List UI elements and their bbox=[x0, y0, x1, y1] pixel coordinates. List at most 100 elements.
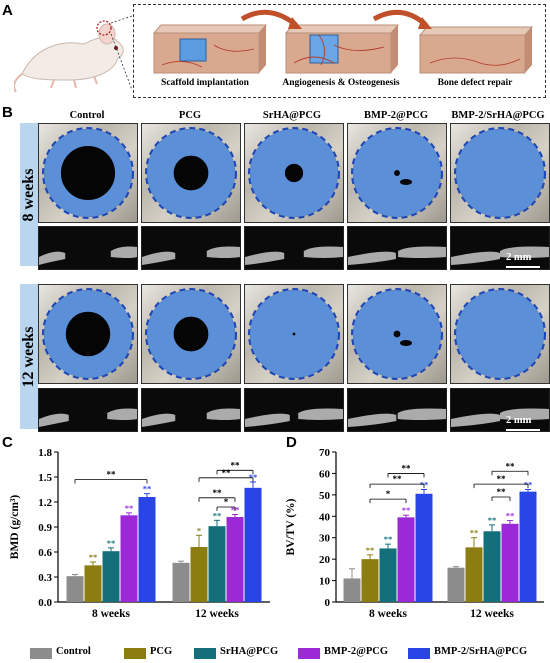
comparison-mark: ** bbox=[107, 470, 117, 480]
scale-bar-8w bbox=[506, 266, 540, 268]
legend-label-bmp2: BMP-2@PCG bbox=[324, 646, 389, 657]
defect-outline bbox=[351, 288, 443, 380]
step-label-2: Angiogenesis & Osteogenesis bbox=[282, 78, 400, 88]
category-label: 8 weeks bbox=[369, 608, 408, 620]
bar bbox=[208, 526, 226, 602]
bar bbox=[343, 578, 361, 602]
angiogenesis-block bbox=[284, 24, 400, 74]
week-label-12: 12 weeks bbox=[20, 326, 37, 388]
bone-section bbox=[39, 246, 137, 265]
y-axis-label: BV/TV (%) bbox=[285, 498, 297, 555]
legend-swatch-control bbox=[30, 648, 52, 659]
bone-section bbox=[451, 246, 549, 265]
bar bbox=[447, 567, 465, 602]
condition-label-srha: SrHA@PCG bbox=[262, 110, 322, 121]
y-tick-label: 1.5 bbox=[38, 472, 52, 484]
bar bbox=[84, 565, 102, 602]
y-tick-label: 50 bbox=[319, 490, 331, 502]
legend-label-control: Control bbox=[56, 646, 91, 657]
legend-swatch-srha bbox=[194, 648, 216, 659]
new-bone-fill bbox=[353, 290, 441, 378]
legend: Control PCG SrHA@PCG BMP-2@PCG BMP-2/SrH… bbox=[30, 646, 550, 662]
step-label-1: Scaffold implantation bbox=[161, 78, 249, 88]
comparison-mark: ** bbox=[231, 460, 241, 470]
bar bbox=[465, 547, 483, 602]
comparison-mark: ** bbox=[506, 461, 516, 471]
y-tick-label: 1.8 bbox=[38, 447, 52, 459]
ct-top-view-r1-c2 bbox=[244, 284, 344, 384]
bar bbox=[361, 559, 379, 602]
y-tick-label: 1.2 bbox=[38, 497, 52, 509]
defect-outline bbox=[454, 288, 546, 380]
comparison-mark: ** bbox=[402, 463, 412, 473]
y-tick-label: 30 bbox=[319, 533, 331, 545]
bar bbox=[172, 562, 190, 602]
y-tick-label: 0 bbox=[325, 597, 331, 609]
category-label: 12 weeks bbox=[470, 608, 514, 620]
bone-section bbox=[245, 408, 343, 427]
ct-top-view-r1-c3 bbox=[347, 284, 447, 384]
category-label: 8 weeks bbox=[92, 608, 131, 620]
bar bbox=[120, 515, 138, 602]
defect-outline bbox=[42, 288, 134, 380]
bone-section bbox=[142, 408, 240, 427]
defect-outline bbox=[145, 288, 237, 380]
y-tick-label: 20 bbox=[319, 554, 331, 566]
ct-cross-section-r1-c4 bbox=[450, 388, 550, 432]
ct-cross-section-r1-c1 bbox=[141, 388, 241, 432]
significance-mark: ** bbox=[506, 511, 515, 521]
ct-top-view-r0-c0 bbox=[38, 123, 138, 223]
step-label-3: Bone defect repair bbox=[437, 78, 513, 88]
significance-mark: ** bbox=[249, 472, 258, 482]
ct-cross-section-r0-c0 bbox=[38, 226, 138, 270]
bone-section bbox=[142, 246, 240, 265]
legend-label-bmp2-srha: BMP-2/SrHA@PCG bbox=[434, 646, 528, 657]
significance-mark: ** bbox=[89, 552, 98, 562]
ct-top-view-r0-c2 bbox=[244, 123, 344, 223]
legend-swatch-pcg bbox=[124, 648, 146, 659]
mouse-illustration bbox=[14, 15, 133, 93]
bar bbox=[415, 493, 433, 602]
comparison-mark: * bbox=[386, 489, 391, 499]
panel-label-b: B bbox=[2, 104, 13, 121]
ct-cross-section-r0-c3 bbox=[347, 226, 447, 270]
significance-mark: ** bbox=[384, 534, 393, 544]
bone-section bbox=[451, 408, 549, 427]
bar bbox=[190, 547, 208, 602]
significance-mark: * bbox=[197, 525, 201, 535]
ct-cross-section-r0-c1 bbox=[141, 226, 241, 270]
bar bbox=[397, 517, 415, 602]
legend-label-pcg: PCG bbox=[150, 646, 173, 657]
comparison-mark: ** bbox=[222, 468, 232, 478]
comparison-mark: ** bbox=[213, 488, 223, 498]
ct-top-view-r0-c3 bbox=[347, 123, 447, 223]
ct-cross-section-r1-c3 bbox=[347, 388, 447, 432]
scheme-box: Scaffold implantation Angiogenesis & Ost… bbox=[133, 4, 546, 98]
defect-outline bbox=[351, 127, 443, 219]
bar bbox=[501, 523, 519, 602]
y-tick-label: 0.6 bbox=[38, 547, 52, 559]
ct-cross-section-r0-c2 bbox=[244, 226, 344, 270]
significance-mark: ** bbox=[366, 545, 375, 555]
comparison-mark: ** bbox=[393, 474, 403, 484]
legend-swatch-bmp2 bbox=[298, 648, 320, 659]
ct-top-view-r0-c4 bbox=[450, 123, 550, 223]
bone-section bbox=[348, 246, 446, 265]
bone-repair-block bbox=[418, 26, 534, 74]
condition-label-control: Control bbox=[69, 110, 105, 121]
ct-top-view-r1-c4 bbox=[450, 284, 550, 384]
y-tick-label: 0.9 bbox=[38, 522, 52, 534]
significance-mark: ** bbox=[470, 528, 479, 538]
significance-mark: ** bbox=[125, 503, 134, 513]
y-tick-label: 70 bbox=[319, 447, 331, 459]
y-axis-label: BMD (g/cm³) bbox=[9, 495, 21, 560]
ct-top-view-r1-c0 bbox=[38, 284, 138, 384]
scaffold-implantation-block bbox=[152, 24, 268, 74]
significance-mark: ** bbox=[488, 515, 497, 525]
bar bbox=[138, 497, 156, 602]
scale-bar-12w bbox=[506, 429, 540, 431]
scheme-drawing bbox=[152, 9, 534, 74]
scale-bar-label-12w: 2 mm bbox=[506, 415, 532, 426]
bone-section bbox=[348, 408, 446, 427]
